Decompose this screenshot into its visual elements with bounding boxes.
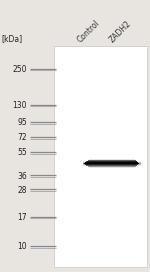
Bar <box>82 166 141 167</box>
Bar <box>82 162 141 163</box>
Bar <box>54 46 147 267</box>
Text: ZADH2: ZADH2 <box>108 20 133 45</box>
Bar <box>82 168 141 169</box>
Bar <box>82 163 141 164</box>
Text: 95: 95 <box>17 118 27 127</box>
Bar <box>82 168 141 169</box>
Bar <box>82 158 141 159</box>
Text: 36: 36 <box>17 172 27 181</box>
Bar <box>82 165 141 166</box>
Bar <box>82 165 141 166</box>
Bar <box>82 157 141 158</box>
Bar <box>82 162 141 163</box>
Bar <box>82 160 141 161</box>
Text: [kDa]: [kDa] <box>2 35 23 44</box>
Bar <box>82 167 141 168</box>
Bar <box>82 168 141 169</box>
Text: 10: 10 <box>17 242 27 251</box>
Bar <box>82 166 141 167</box>
Bar <box>82 160 141 161</box>
Bar <box>82 158 141 159</box>
Bar <box>82 159 141 160</box>
Bar <box>82 164 141 165</box>
Text: 17: 17 <box>17 213 27 222</box>
Bar <box>82 157 141 158</box>
Bar <box>82 167 141 168</box>
Bar <box>82 162 141 163</box>
Bar <box>82 161 141 162</box>
Bar <box>82 159 141 160</box>
Bar <box>82 159 141 160</box>
Text: 28: 28 <box>18 186 27 194</box>
Text: Control: Control <box>76 19 102 45</box>
Bar <box>82 161 141 162</box>
Bar <box>82 163 141 164</box>
Text: 130: 130 <box>12 101 27 110</box>
Bar <box>82 164 141 165</box>
Text: 55: 55 <box>17 148 27 157</box>
Text: 250: 250 <box>12 65 27 74</box>
Text: 72: 72 <box>17 134 27 143</box>
Bar <box>82 165 141 166</box>
